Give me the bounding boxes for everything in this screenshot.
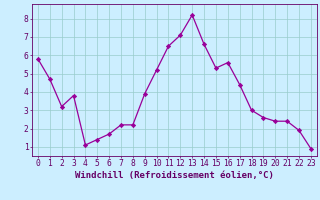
X-axis label: Windchill (Refroidissement éolien,°C): Windchill (Refroidissement éolien,°C)	[75, 171, 274, 180]
